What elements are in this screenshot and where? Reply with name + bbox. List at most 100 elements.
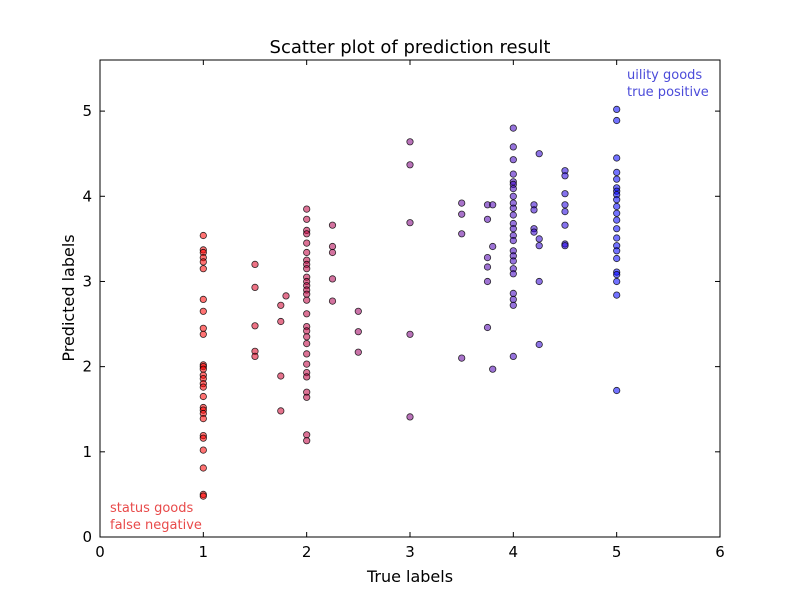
scatter-point: [509, 289, 517, 297]
scatter-point: [303, 360, 311, 368]
scatter-point: [509, 225, 517, 233]
scatter-point: [613, 386, 621, 395]
scatter-point: [509, 352, 517, 360]
scatter-point: [483, 323, 492, 332]
scatter-point: [613, 234, 621, 242]
scatter-point: [277, 301, 285, 309]
scatter-point: [251, 260, 259, 268]
scatter-point: [613, 270, 621, 279]
scatter-point: [406, 161, 414, 169]
scatter-point: [251, 322, 259, 330]
scatter-point: [613, 247, 621, 255]
x-tick-label: 2: [302, 543, 312, 561]
scatter-point: [509, 301, 517, 309]
scatter-point: [199, 414, 207, 423]
scatter-point: [535, 242, 543, 250]
scatter-point: [199, 434, 207, 442]
annotations-layer: uility goods true positive status goods fal…: [110, 68, 709, 533]
scatter-point: [613, 105, 621, 114]
scatter-point: [199, 383, 207, 391]
scatter-point: [251, 283, 259, 291]
scatter-point: [489, 365, 497, 373]
scatter-point: [199, 492, 207, 500]
scatter-point: [354, 348, 362, 356]
scatter-point: [328, 275, 337, 283]
y-tick-label: 2: [82, 358, 92, 376]
scatter-point: [489, 242, 497, 251]
scatter-point: [483, 254, 492, 262]
scatter-point: [509, 211, 517, 219]
annotation-bottom: status goods false negative: [110, 501, 202, 533]
scatter-point: [303, 230, 311, 238]
scatter-point: [561, 172, 569, 180]
scatter-point: [199, 330, 207, 338]
x-tick-label: 5: [612, 543, 622, 561]
scatter-point: [509, 204, 517, 212]
scatter-point: [406, 138, 414, 146]
scatter-point: [328, 242, 337, 251]
scatter-point: [561, 242, 569, 250]
scatter-point: [613, 175, 621, 183]
scatter-point: [509, 295, 517, 303]
scatter-point: [509, 237, 517, 245]
scatter-point: [613, 116, 621, 125]
y-tick-label: 0: [82, 528, 92, 546]
scatter-point: [303, 339, 311, 348]
scatter-point: [613, 168, 621, 176]
scatter-point: [509, 257, 517, 265]
scatter-point: [483, 215, 492, 223]
scatter-point: [489, 201, 497, 209]
scatter-point: [458, 199, 466, 207]
scatter-point: [561, 190, 569, 198]
scatter-point: [303, 310, 311, 318]
scatter-point: [303, 248, 311, 257]
chart-title: Scatter plot of prediction result: [270, 37, 551, 58]
scatter-point: [535, 150, 543, 158]
scatter-point: [251, 352, 259, 360]
y-axis-label: Predicted labels: [59, 234, 78, 361]
scatter-point: [303, 215, 311, 223]
scatter-point: [199, 231, 207, 240]
scatter-point: [277, 372, 285, 380]
scatter-point: [303, 437, 311, 445]
x-tick-label: 0: [95, 543, 105, 561]
scatter-point: [328, 248, 337, 257]
scatter-point: [458, 210, 466, 218]
scatter-point: [199, 258, 207, 266]
annotation-line: uility goods: [627, 68, 702, 83]
scatter-point: [613, 154, 621, 162]
scatter-point: [199, 307, 207, 315]
scatter-point: [328, 297, 337, 305]
scatter-point: [328, 221, 337, 229]
scatter-point: [303, 431, 311, 439]
scatter-point: [509, 143, 517, 151]
scatter-point: [199, 446, 207, 454]
scatter-point: [199, 464, 207, 472]
scatter-point: [199, 295, 207, 303]
scatter-point: [613, 291, 621, 299]
ticks-layer: 0 1 2 3 4 5 6 0 1 2 3 4 5: [82, 60, 725, 561]
scatter-point: [199, 265, 207, 273]
scatter-point: [303, 239, 311, 247]
scatter-point: [561, 221, 569, 229]
y-tick-label: 4: [82, 187, 92, 205]
scatter-point: [199, 324, 207, 332]
scatter-point: [303, 350, 311, 358]
scatter-point: [303, 265, 311, 273]
scatter-point: [509, 270, 517, 278]
scatter-point: [303, 205, 311, 213]
scatter-point: [509, 124, 517, 132]
scatter-point: [199, 392, 207, 401]
scatter-point: [530, 228, 538, 236]
scatter-point: [406, 219, 414, 227]
scatter-point: [613, 225, 621, 233]
scatter-point: [303, 290, 311, 298]
scatter-point: [509, 185, 517, 193]
scatter-point: [535, 340, 543, 349]
scatter-point: [303, 373, 311, 381]
annotation-top: uility goods true positive: [627, 68, 709, 100]
scatter-point: [303, 296, 311, 304]
scatter-point: [535, 277, 543, 286]
scatter-point: [561, 201, 569, 209]
